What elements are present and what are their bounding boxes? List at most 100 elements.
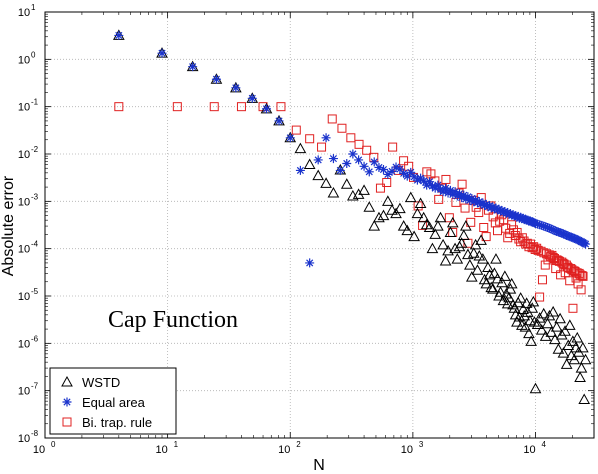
triangle-marker — [494, 286, 507, 297]
asterisk-marker — [383, 169, 393, 179]
triangle-marker — [434, 211, 447, 223]
asterisk-marker — [459, 190, 469, 200]
triangle-marker — [501, 297, 514, 309]
square-marker — [354, 139, 364, 149]
triangle-marker — [514, 292, 527, 303]
x-tick-label: 10 — [523, 444, 535, 456]
triangle-marker — [545, 326, 558, 337]
asterisk-marker — [568, 233, 578, 243]
triangle-marker — [437, 238, 449, 250]
triangle-marker — [550, 321, 563, 332]
asterisk-marker — [285, 133, 295, 143]
triangle-marker — [497, 294, 510, 306]
asterisk-marker — [438, 187, 448, 197]
asterisk-marker — [335, 165, 345, 175]
y-tick-label: 10 — [18, 433, 30, 445]
asterisk-marker — [543, 223, 553, 233]
square-marker — [474, 208, 484, 218]
asterisk-marker — [406, 167, 416, 177]
triangle-marker — [444, 226, 457, 237]
asterisk-marker — [328, 154, 338, 164]
square-marker — [568, 303, 578, 313]
legend-label: WSTD — [82, 375, 120, 390]
y-axis-label: Absolute error — [0, 175, 17, 276]
triangle-marker — [417, 211, 430, 223]
triangle-marker — [503, 291, 515, 303]
triangle-marker — [507, 298, 519, 310]
axis-ticks: 10 0 10 1 10 2 10 3 10 410 -810 -710 -610 -510 -410 -31… — [18, 3, 595, 456]
square-marker — [451, 197, 461, 207]
y-tick-exponent: -5 — [31, 287, 39, 296]
y-tick-label: 10 — [18, 7, 30, 19]
y-tick-label: 10 — [18, 196, 30, 208]
y-tick-exponent: 0 — [31, 50, 36, 59]
asterisk-marker — [422, 180, 432, 190]
square-marker — [346, 133, 356, 143]
square-marker — [441, 174, 451, 184]
triangle-marker — [519, 321, 532, 332]
triangle-marker — [552, 343, 565, 354]
y-tick-label: 10 — [18, 386, 30, 398]
triangle-marker — [525, 335, 537, 346]
square-marker — [236, 102, 246, 112]
triangle-marker — [523, 327, 535, 339]
triangle-marker — [499, 270, 511, 281]
square-marker — [460, 203, 470, 213]
triangle-marker — [386, 204, 398, 215]
square-marker — [530, 245, 540, 255]
legend: WSTD Equal area Bi. trap. rule — [49, 367, 177, 435]
y-tick-exponent: 1 — [31, 3, 36, 12]
square-marker — [362, 145, 372, 155]
triangle-marker — [529, 382, 542, 394]
y-tick-label: 10 — [18, 244, 30, 256]
square-marker — [519, 236, 529, 246]
x-tick-label: 10 — [401, 444, 413, 456]
triangle-marker — [352, 188, 365, 199]
triangle-marker — [482, 261, 494, 273]
triangle-marker — [526, 302, 539, 313]
triangle-marker — [493, 289, 505, 301]
triangle-marker — [446, 216, 459, 228]
y-tick-exponent: -8 — [31, 429, 39, 438]
y-tick-label: 10 — [18, 102, 30, 114]
triangle-marker — [520, 297, 533, 308]
square-marker — [276, 102, 286, 112]
asterisk-marker — [450, 187, 460, 197]
triangle-marker — [488, 267, 501, 278]
square-marker — [382, 177, 392, 187]
triangle-marker — [432, 220, 444, 231]
triangle-marker — [429, 228, 442, 239]
plot-frame — [44, 11, 595, 439]
y-tick-exponent: -1 — [31, 98, 39, 107]
triangle-marker — [531, 318, 544, 329]
square-marker — [564, 263, 574, 273]
triangle-marker — [504, 283, 517, 294]
asterisk-marker — [342, 158, 352, 168]
legend-square-marker — [62, 417, 72, 427]
triangle-marker — [518, 309, 531, 321]
triangle-marker — [303, 158, 316, 170]
triangle-marker — [358, 184, 370, 195]
square-marker — [556, 270, 566, 280]
square-marker — [535, 292, 545, 302]
asterisk-marker — [359, 161, 369, 171]
triangle-marker — [320, 177, 332, 188]
asterisk-marker — [369, 157, 379, 167]
y-tick-label: 10 — [18, 54, 30, 66]
y-tick-exponent: -2 — [31, 145, 39, 154]
triangle-marker — [555, 328, 568, 340]
x-tick-exponent: 1 — [174, 440, 179, 449]
triangle-marker — [557, 347, 570, 358]
triangle-marker — [397, 220, 410, 231]
triangle-marker — [505, 277, 518, 289]
legend-label: Bi. trap. rule — [82, 415, 152, 430]
asterisk-marker — [433, 180, 443, 190]
square-marker — [576, 285, 586, 295]
x-tick-label: 10 — [278, 444, 290, 456]
triangle-marker — [577, 341, 589, 353]
x-tick-exponent: 4 — [541, 440, 546, 449]
asterisk-marker — [539, 221, 549, 231]
triangle-marker — [404, 191, 417, 203]
asterisk-marker — [231, 83, 241, 93]
triangle-marker — [312, 169, 325, 181]
